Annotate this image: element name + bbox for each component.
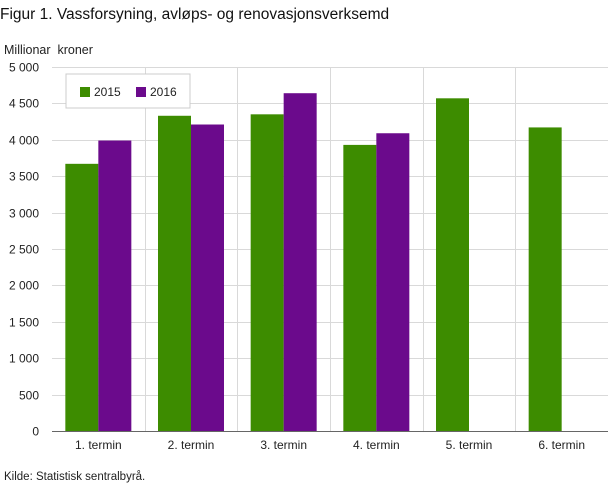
bar-2015-4 <box>343 144 377 431</box>
legend-label-2016: 2016 <box>150 85 177 99</box>
chart-title: Figur 1. Vassforsyning, avløps- og renov… <box>0 6 390 23</box>
y-tick-label: 1 500 <box>9 316 39 330</box>
source-note: Kilde: Statistisk sentralbyrå. <box>4 471 146 483</box>
x-tick-label: 3. termin <box>260 438 307 452</box>
x-tick-label: 1. termin <box>75 438 122 452</box>
legend-swatch-2015 <box>80 87 90 97</box>
legend-label-2015: 2015 <box>94 85 121 99</box>
y-axis-label: Millionar kroner <box>4 43 93 57</box>
y-tick-label: 500 <box>19 389 39 403</box>
y-tick-label: 3 000 <box>9 207 39 221</box>
x-tick-label: 6. termin <box>538 438 585 452</box>
bars <box>65 93 562 432</box>
y-tick-label: 5 000 <box>9 61 39 75</box>
bar-2016-3 <box>283 93 317 431</box>
gridlines <box>52 67 608 432</box>
bar-2015-6 <box>528 127 562 431</box>
y-tick-label: 0 <box>32 425 39 439</box>
y-tick-label: 4 500 <box>9 97 39 111</box>
bar-2016-4 <box>376 133 410 432</box>
x-tick-label: 2. termin <box>168 438 215 452</box>
y-tick-label: 3 500 <box>9 170 39 184</box>
bar-2016-1 <box>98 140 132 431</box>
y-tick-label: 4 000 <box>9 134 39 148</box>
bar-2015-5 <box>436 98 469 431</box>
y-axis-ticks: 0 500 1 000 1 500 2 000 2 500 3 000 3 500 4 000 4… <box>9 61 39 439</box>
x-axis-ticks: 1. termin 2. termin 3. termin 4. termin 5. t… <box>75 438 585 452</box>
bar-2015-1 <box>65 163 99 431</box>
y-tick-label: 1 000 <box>9 352 39 366</box>
y-tick-label: 2 000 <box>9 279 39 293</box>
legend: 2015 2016 <box>65 73 191 109</box>
bar-2015-2 <box>158 115 191 431</box>
bar-2016-2 <box>191 124 224 432</box>
bar-2015-3 <box>250 114 284 431</box>
x-tick-label: 4. termin <box>353 438 400 452</box>
y-tick-label: 2 500 <box>9 243 39 257</box>
x-tick-label: 5. termin <box>446 438 493 452</box>
legend-swatch-2016 <box>136 87 146 97</box>
